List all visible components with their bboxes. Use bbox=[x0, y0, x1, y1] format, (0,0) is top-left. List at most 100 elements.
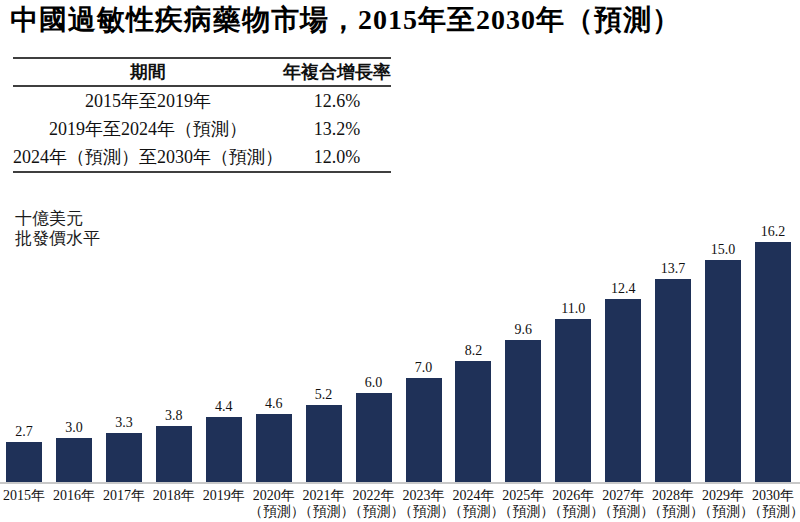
bar-group: 4.6 bbox=[249, 397, 299, 482]
bar-value-label: 7.0 bbox=[415, 361, 433, 375]
x-axis-labels: 2015年2016年2017年2018年2019年2020年（預測）2021年（… bbox=[0, 488, 800, 522]
bar-group: 13.7 bbox=[648, 262, 698, 482]
bar-value-label: 11.0 bbox=[561, 302, 585, 316]
bar-group: 8.2 bbox=[448, 344, 498, 482]
x-axis-label-year: 2025年 bbox=[498, 488, 548, 504]
bar bbox=[505, 340, 541, 482]
x-axis-label-year: 2021年 bbox=[299, 488, 349, 504]
x-axis-label-forecast-note: （預測） bbox=[548, 504, 598, 520]
cagr-table: 期間 年複合增長率 2015年至2019年12.6%2019年至2024年（預測… bbox=[13, 57, 391, 173]
bar-value-label: 6.0 bbox=[365, 376, 383, 390]
x-axis-label-forecast-note: （預測） bbox=[498, 504, 548, 520]
x-axis-label: 2018年 bbox=[149, 488, 199, 504]
bar-group: 6.0 bbox=[349, 376, 399, 482]
bar bbox=[455, 361, 491, 482]
cagr-table-row: 2015年至2019年12.6% bbox=[13, 86, 391, 115]
bar-value-label: 4.4 bbox=[215, 400, 233, 414]
cagr-table-header-row: 期間 年複合增長率 bbox=[13, 58, 391, 86]
bar-value-label: 3.0 bbox=[65, 421, 83, 435]
cagr-table-row: 2019年至2024年（預測）13.2% bbox=[13, 115, 391, 143]
x-axis-label: 2017年 bbox=[99, 488, 149, 504]
x-axis-label: 2028年（預測） bbox=[648, 488, 698, 520]
cagr-table-header-cagr: 年複合增長率 bbox=[283, 58, 391, 86]
x-axis-label: 2030年（預測） bbox=[748, 488, 798, 520]
bar-group: 5.2 bbox=[299, 388, 349, 482]
bar-group: 4.4 bbox=[199, 400, 249, 482]
bar-value-label: 4.6 bbox=[265, 397, 283, 411]
x-axis-label-year: 2017年 bbox=[99, 488, 149, 504]
x-axis-label: 2023年（預測） bbox=[399, 488, 449, 520]
cagr-table-header-period: 期間 bbox=[13, 58, 283, 86]
x-axis-label: 2021年（預測） bbox=[299, 488, 349, 520]
bar-group: 15.0 bbox=[698, 243, 748, 482]
x-axis-label: 2015年 bbox=[0, 488, 49, 504]
x-axis-label-year: 2018年 bbox=[149, 488, 199, 504]
cagr-cell: 13.2% bbox=[283, 115, 391, 143]
cagr-table-row: 2024年（預測）至2030年（預測）12.0% bbox=[13, 143, 391, 172]
bar bbox=[106, 433, 142, 482]
bar bbox=[406, 378, 442, 482]
plot-area: 2.7 3.0 3.3 3.8 4.4 4.6 5.2 6.0 7.0 8.2 9.6 11.0 12.… bbox=[0, 225, 800, 484]
x-axis-label-year: 2022年 bbox=[349, 488, 399, 504]
x-axis-label: 2016年 bbox=[49, 488, 99, 504]
bar bbox=[56, 438, 92, 482]
x-axis-label: 2029年（預測） bbox=[698, 488, 748, 520]
bar bbox=[256, 414, 292, 482]
bar bbox=[555, 319, 591, 482]
x-axis-label: 2022年（預測） bbox=[349, 488, 399, 520]
x-axis-label-year: 2027年 bbox=[598, 488, 648, 504]
bar-value-label: 8.2 bbox=[465, 344, 483, 358]
x-axis-label-forecast-note: （預測） bbox=[748, 504, 798, 520]
x-axis-label-year: 2024年 bbox=[448, 488, 498, 504]
cagr-cell: 12.6% bbox=[283, 86, 391, 115]
x-axis-label-year: 2028年 bbox=[648, 488, 698, 504]
bar bbox=[655, 279, 691, 482]
bar-group: 7.0 bbox=[399, 361, 449, 482]
x-axis-label-forecast-note: （預測） bbox=[698, 504, 748, 520]
x-axis-label: 2025年（預測） bbox=[498, 488, 548, 520]
x-axis-label-forecast-note: （預測） bbox=[648, 504, 698, 520]
bar bbox=[156, 426, 192, 482]
x-axis-label-forecast-note: （預測） bbox=[249, 504, 299, 520]
period-cell: 2019年至2024年（預測） bbox=[13, 115, 283, 143]
x-axis-label-forecast-note: （預測） bbox=[349, 504, 399, 520]
bar-value-label: 3.3 bbox=[115, 416, 133, 430]
x-axis-label: 2027年（預測） bbox=[598, 488, 648, 520]
x-axis-label-forecast-note: （預測） bbox=[448, 504, 498, 520]
bar-value-label: 3.8 bbox=[165, 409, 183, 423]
cagr-table-head: 期間 年複合增長率 bbox=[13, 58, 391, 86]
x-axis-label-year: 2019年 bbox=[199, 488, 249, 504]
bar-group: 3.0 bbox=[49, 421, 99, 482]
x-axis-label: 2020年（預測） bbox=[249, 488, 299, 520]
period-cell: 2024年（預測）至2030年（預測） bbox=[13, 143, 283, 172]
bar-group: 3.8 bbox=[149, 409, 199, 482]
x-axis-label-year: 2026年 bbox=[548, 488, 598, 504]
x-axis-label: 2026年（預測） bbox=[548, 488, 598, 520]
bar-value-label: 2.7 bbox=[15, 425, 33, 439]
x-axis-label-year: 2020年 bbox=[249, 488, 299, 504]
x-axis-label-year: 2016年 bbox=[49, 488, 99, 504]
x-axis-label: 2019年 bbox=[199, 488, 249, 504]
x-axis-label-forecast-note: （預測） bbox=[598, 504, 648, 520]
x-axis-label-forecast-note: （預測） bbox=[399, 504, 449, 520]
x-axis-label: 2024年（預測） bbox=[448, 488, 498, 520]
bar-group: 16.2 bbox=[748, 225, 798, 482]
bar-group: 12.4 bbox=[598, 282, 648, 483]
x-axis-label-forecast-note: （預測） bbox=[299, 504, 349, 520]
bar bbox=[356, 393, 392, 482]
bar-value-label: 9.6 bbox=[515, 323, 533, 337]
cagr-cell: 12.0% bbox=[283, 143, 391, 172]
bar-group: 2.7 bbox=[0, 425, 49, 482]
period-cell: 2015年至2019年 bbox=[13, 86, 283, 115]
bar-value-label: 15.0 bbox=[711, 243, 736, 257]
bar-value-label: 12.4 bbox=[611, 282, 636, 296]
bar bbox=[206, 417, 242, 482]
bar bbox=[755, 242, 791, 482]
bar bbox=[705, 260, 741, 482]
x-axis-label-year: 2030年 bbox=[748, 488, 798, 504]
bar-value-label: 5.2 bbox=[315, 388, 333, 402]
bar-group: 3.3 bbox=[99, 416, 149, 482]
bar-value-label: 16.2 bbox=[761, 225, 786, 239]
x-axis-label-year: 2015年 bbox=[0, 488, 49, 504]
x-axis-label-year: 2029年 bbox=[698, 488, 748, 504]
